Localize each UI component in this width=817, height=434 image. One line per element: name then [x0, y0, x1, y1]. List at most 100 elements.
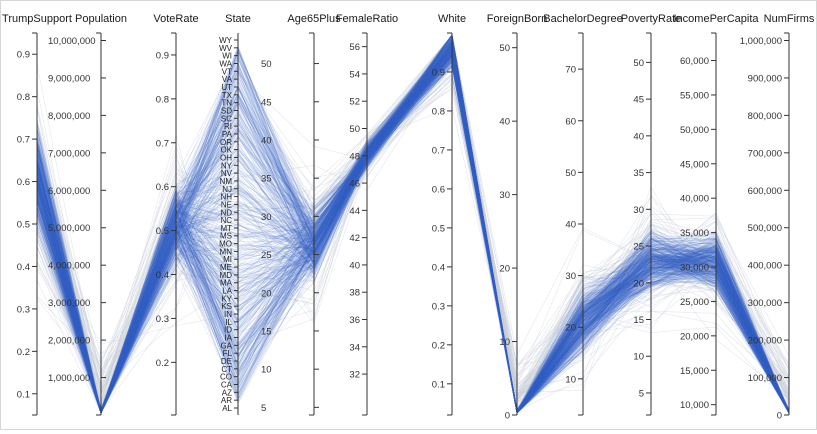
background-polyline	[36, 34, 790, 414]
axis-bachelordegree[interactable]: BachelorDegree 10 20 30 40 50 60 70	[543, 13, 623, 416]
axis-title[interactable]: Population	[75, 13, 127, 25]
foreground-polyline	[36, 46, 790, 415]
background-polyline	[36, 88, 790, 393]
axis-povertyrate[interactable]: PovertyRate 5 10 15 20 25 30 35 40 45 50	[621, 13, 682, 416]
axis-white[interactable]: White 0.1 0.2 0.3 0.4 0.5 0.6 0.7 0.8 0.9	[432, 13, 466, 416]
tick-label: 45	[261, 97, 272, 108]
axis-femaleratio[interactable]: FemaleRatio 32 34 36 38 40 42 44 46 48 50 52 54 56	[336, 13, 398, 416]
axis-title[interactable]: Age65Plus	[287, 13, 341, 25]
foreground-polyline	[36, 44, 790, 415]
axis-title[interactable]: BachelorDegree	[543, 13, 623, 25]
tick-label: NM	[220, 177, 233, 186]
axis-title[interactable]: State	[225, 13, 251, 25]
axis-foreignborn[interactable]: ForeignBorn 0 10 20 30 40 50	[487, 13, 548, 422]
foreground-polyline	[36, 51, 790, 415]
foreground-polyline	[36, 60, 790, 415]
axis-title[interactable]: NumFirms	[764, 13, 815, 25]
tick-label: SD	[221, 106, 232, 115]
tick-label: 4,000,000	[48, 261, 90, 272]
foreground-polyline	[36, 51, 790, 415]
foreground-polyline	[36, 34, 790, 415]
tick-label: AR	[221, 396, 232, 405]
background-polyline	[36, 34, 790, 395]
foreground-polyline	[36, 54, 790, 414]
foreground-polyline	[36, 43, 790, 415]
foreground-polyline	[36, 55, 790, 415]
axis-trumpsupport[interactable]: TrumpSupport 0.1 0.2 0.3 0.4 0.5 0.6 0.7 0.8 0.9	[2, 13, 72, 416]
foreground-polyline	[36, 34, 790, 415]
foreground-polyline	[36, 44, 790, 414]
foreground-polyline	[36, 58, 790, 415]
tick-label: 15,000	[680, 366, 709, 377]
tick-label: VT	[222, 67, 232, 76]
tick-label: TX	[222, 91, 233, 100]
foreground-polyline	[36, 40, 790, 415]
foreground-polyline	[36, 51, 790, 415]
foreground-polyline	[36, 48, 790, 415]
axis-title[interactable]: IncomePerCapita	[674, 13, 760, 25]
axis-title[interactable]: White	[438, 13, 466, 25]
background-polyline	[36, 72, 790, 412]
tick-label: 20	[499, 264, 510, 275]
foreground-polyline	[36, 35, 790, 415]
foreground-polyline	[36, 35, 790, 415]
foreground-polyline	[36, 48, 790, 414]
foreground-polyline	[36, 43, 790, 415]
foreground-polyline	[36, 43, 790, 415]
foreground-polyline	[36, 50, 790, 414]
tick-label: MA	[220, 279, 233, 288]
foreground-polyline	[36, 52, 790, 415]
axis-title[interactable]: TrumpSupport	[2, 13, 72, 25]
tick-label: 40,000	[680, 194, 709, 205]
foreground-polyline	[36, 41, 790, 415]
foreground-polyline	[36, 38, 790, 415]
foreground-polyline	[36, 59, 790, 414]
tick-label: 35	[633, 168, 644, 179]
foreground-polyline	[36, 39, 790, 415]
axis-age65plus[interactable]: Age65Plus 5 10 15 20 25 30 35 40 45 50	[261, 13, 341, 416]
foreground-polyline	[36, 47, 790, 415]
axis-title[interactable]: FemaleRatio	[336, 13, 398, 25]
axis-state[interactable]: StateALARAZCACOCTDEFLGAIAIDILINKSKYLAMAM…	[219, 13, 251, 415]
tick-label: 44	[349, 206, 360, 217]
foreground-polyline	[36, 35, 790, 415]
foreground-polyline	[36, 43, 790, 414]
foreground-polyline	[36, 55, 790, 415]
foreground-polyline	[36, 43, 790, 415]
foreground-polyline	[36, 34, 790, 415]
foreground-polyline	[36, 36, 790, 415]
axis-title[interactable]: VoteRate	[153, 13, 198, 25]
tick-label: 10	[633, 352, 644, 363]
tick-label: 100,000	[748, 373, 782, 384]
foreground-polyline	[36, 38, 790, 415]
tick-label: 50	[565, 168, 576, 179]
foreground-polyline	[36, 41, 790, 415]
foreground-polyline	[36, 64, 790, 415]
foreground-polyline	[36, 48, 790, 414]
tick-label: 0.7	[17, 135, 30, 146]
axis-voterate[interactable]: VoteRate 0.2 0.3 0.4 0.5 0.6 0.7 0.8 0.9	[153, 13, 199, 416]
foreground-polyline	[36, 64, 790, 415]
foreground-polyline	[36, 41, 790, 415]
foreground-polyline	[36, 55, 790, 415]
axis-incomepercapita[interactable]: IncomePerCapita 10,000 15,000 20,000 25,000 3…	[674, 13, 760, 416]
tick-label: 7,000,000	[48, 148, 90, 159]
axis-title[interactable]: ForeignBorn	[487, 13, 548, 25]
foreground-polyline	[36, 33, 790, 414]
foreground-polyline	[36, 54, 790, 414]
tick-label: 50,000	[680, 125, 709, 136]
tick-label: 10	[261, 365, 272, 376]
tick-label: 0.5	[432, 223, 445, 234]
foreground-polyline	[36, 51, 790, 415]
foreground-polyline	[36, 49, 790, 415]
foreground-polyline	[36, 58, 790, 415]
tick-label: IA	[224, 334, 232, 343]
foreground-polyline	[36, 53, 790, 415]
tick-label: 6,000,000	[48, 186, 90, 197]
tick-label: NV	[221, 169, 233, 178]
axis-population[interactable]: Population 1,000,000 2,000,000 3,000,000 4,0…	[48, 13, 127, 416]
tick-label: 10,000	[680, 400, 709, 411]
axis-title[interactable]: PovertyRate	[621, 13, 682, 25]
axis-numfirms[interactable]: NumFirms 0 100,000 200,000 300,000 400,000 500…	[740, 13, 815, 422]
